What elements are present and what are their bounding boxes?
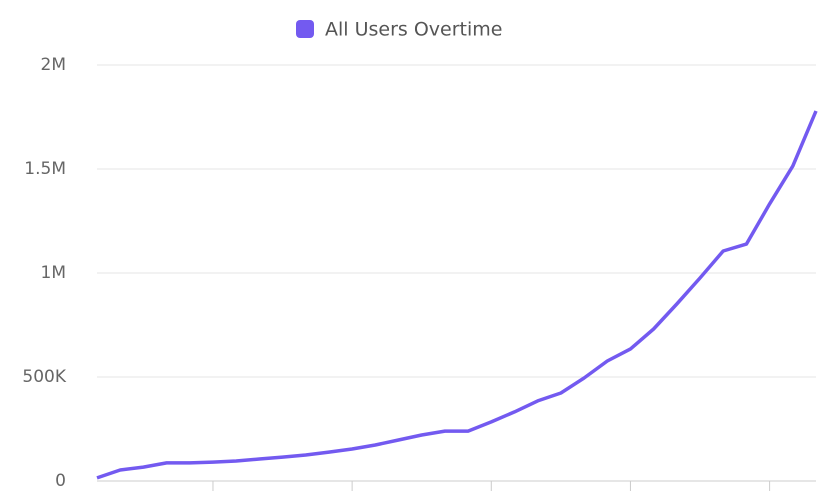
y-tick-label: 1M [41, 263, 66, 283]
y-tick-label: 2M [41, 55, 66, 75]
legend-label: All Users Overtime [325, 19, 502, 41]
y-tick-label: 500K [22, 367, 66, 387]
y-tick-label: 0 [55, 471, 66, 491]
line [96, 110, 818, 480]
legend-swatch [296, 20, 314, 38]
y-tick-label: 1.5M [24, 159, 66, 179]
